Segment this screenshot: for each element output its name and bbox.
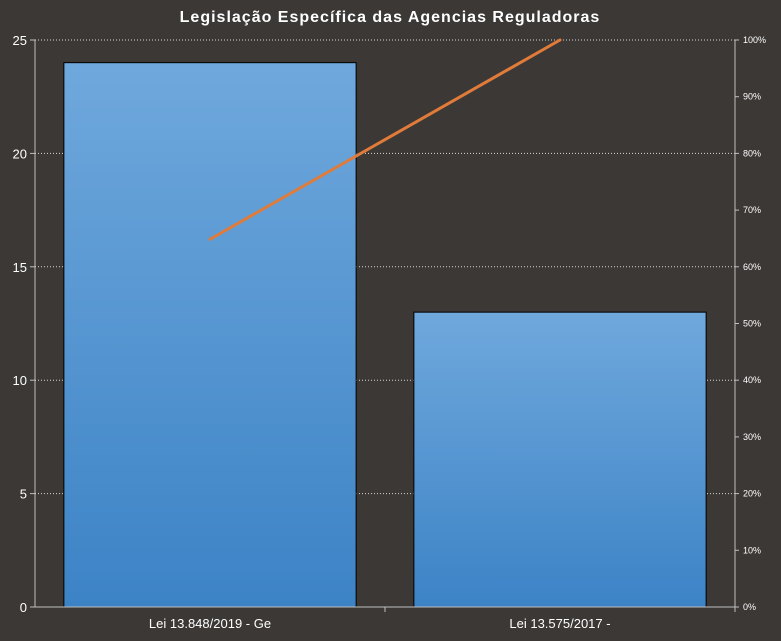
y2-tick-label: 50% xyxy=(743,319,761,329)
cumulative-line-path xyxy=(208,38,562,241)
bars xyxy=(63,62,707,608)
bar xyxy=(63,62,357,608)
bar xyxy=(413,311,707,608)
y2-tick-label: 100% xyxy=(743,35,766,45)
y-tick-label: 25 xyxy=(13,33,27,48)
x-category-label: Lei 13.575/2017 - xyxy=(509,616,610,631)
y2-tick-label: 80% xyxy=(743,148,761,158)
x-category-label: Lei 13.848/2019 - Ge xyxy=(149,616,271,631)
y-tick-label: 15 xyxy=(13,260,27,275)
chart-title: Legislação Específica das Agencias Regul… xyxy=(180,9,601,26)
y2-tick-label: 70% xyxy=(743,205,761,215)
y2-tick-label: 0% xyxy=(743,602,756,612)
y-tick-label: 10 xyxy=(13,373,27,388)
cumulative-line xyxy=(208,38,562,241)
y2-tick-label: 90% xyxy=(743,92,761,102)
y-tick-label: 5 xyxy=(20,487,27,502)
y-tick-label: 20 xyxy=(13,146,27,161)
y2-tick-label: 40% xyxy=(743,375,761,385)
y-tick-label: 0 xyxy=(20,600,27,615)
y2-tick-label: 20% xyxy=(743,489,761,499)
y2-tick-label: 60% xyxy=(743,262,761,272)
y2-tick-label: 10% xyxy=(743,545,761,555)
y2-tick-label: 30% xyxy=(743,432,761,442)
axes: 0 5 10 15 20 25 0% 10% 20% 30% 40% 50% 60% 70% 80% 90% 1… xyxy=(13,33,767,631)
